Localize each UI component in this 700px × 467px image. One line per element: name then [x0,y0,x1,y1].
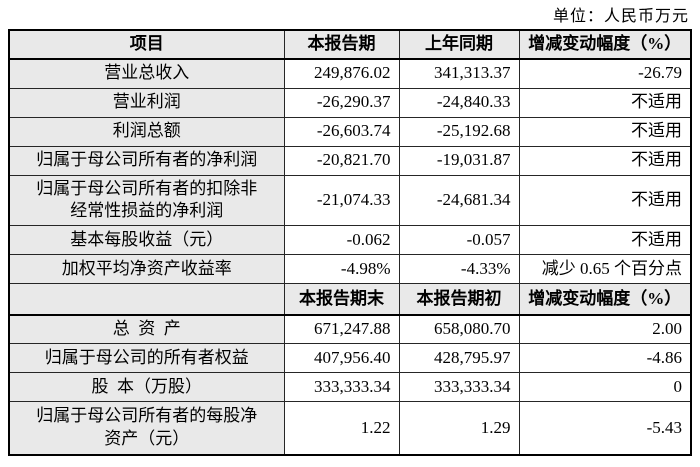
table-row-operating-profit: 营业利润 -26,290.37 -24,840.33 不适用 [8,87,692,118]
prior-period-cell: -0.057 [398,225,520,256]
row-label: 基本每股收益（元） [8,225,285,256]
financial-summary-table: 项目 本报告期 上年同期 增减变动幅度（%） 营业总收入 249,876.02 … [8,29,692,456]
row-label: 营业总收入 [8,58,285,89]
change-cell: 不适用 [518,174,692,227]
table-row-share-capital: 股 本（万股） 333,333.34 333,333.34 0 [8,372,692,403]
prior-period-cell: -25,192.68 [398,116,520,147]
change-cell: 2.00 [518,314,692,345]
period-end-cell: 407,956.40 [283,343,400,374]
change-cell: 不适用 [518,116,692,147]
prior-period-cell: -24,681.34 [398,174,520,227]
current-period-cell: -0.062 [283,225,400,256]
change-cell: 不适用 [518,87,692,118]
row-label: 股 本（万股） [8,372,285,403]
header-period-begin: 本报告期初 [398,283,520,316]
header-row-period-end: 本报告期末 本报告期初 增减变动幅度（%） [8,283,692,316]
header-current-period: 本报告期 [283,29,400,60]
table-row-net-profit-parent: 归属于母公司所有者的净利润 -20,821.70 -19,031.87 不适用 [8,145,692,176]
header-item-empty [8,283,285,316]
row-label: 归属于母公司的所有者权益 [8,343,285,374]
period-end-cell: 671,247.88 [283,314,400,345]
period-begin-cell: 333,333.34 [398,372,520,403]
row-label: 营业利润 [8,87,285,118]
header-item: 项目 [8,29,285,60]
table-row-total-profit: 利润总额 -26,603.74 -25,192.68 不适用 [8,116,692,147]
current-period-cell: -26,290.37 [283,87,400,118]
table-row-net-profit-excl-nonrecurring: 归属于母公司所有者的扣除非经常性损益的净利润 -21,074.33 -24,68… [8,174,692,227]
change-cell: 不适用 [518,145,692,176]
change-cell: 不适用 [518,225,692,256]
header-change-pct: 增减变动幅度（%） [518,29,692,60]
period-begin-cell: 428,795.97 [398,343,520,374]
unit-label: 单位：人民币万元 [552,8,689,25]
current-period-cell: -4.98% [283,254,400,285]
row-label: 归属于母公司所有者的净利润 [8,145,285,176]
prior-period-cell: -4.33% [398,254,520,285]
change-cell: -5.43 [518,401,692,456]
table-row-weighted-avg-roe: 加权平均净资产收益率 -4.98% -4.33% 减少 0.65 个百分点 [8,254,692,285]
header-prior-period: 上年同期 [398,29,520,60]
row-label: 利润总额 [8,116,285,147]
row-label: 归属于母公司所有者的每股净资产（元） [8,401,285,456]
prior-period-cell: -19,031.87 [398,145,520,176]
current-period-cell: -20,821.70 [283,145,400,176]
row-label: 总 资 产 [8,314,285,345]
prior-period-cell: -24,840.33 [398,87,520,118]
table-row-basic-eps: 基本每股收益（元） -0.062 -0.057 不适用 [8,225,692,256]
change-cell: 减少 0.65 个百分点 [518,254,692,285]
current-period-cell: -26,603.74 [283,116,400,147]
period-begin-cell: 1.29 [398,401,520,456]
current-period-cell: -21,074.33 [283,174,400,227]
period-end-cell: 1.22 [283,401,400,456]
current-period-cell: 249,876.02 [283,58,400,89]
header-period-end: 本报告期末 [283,283,400,316]
table-row-equity-parent: 归属于母公司的所有者权益 407,956.40 428,795.97 -4.86 [8,343,692,374]
row-label: 归属于母公司所有者的扣除非经常性损益的净利润 [8,174,285,227]
period-begin-cell: 658,080.70 [398,314,520,345]
header-change-pct: 增减变动幅度（%） [518,283,692,316]
table-row-total-assets: 总 资 产 671,247.88 658,080.70 2.00 [8,314,692,345]
change-cell: -26.79 [518,58,692,89]
change-cell: 0 [518,372,692,403]
row-label: 加权平均净资产收益率 [8,254,285,285]
header-row-period: 项目 本报告期 上年同期 增减变动幅度（%） [8,29,692,60]
table-row-net-assets-per-share: 归属于母公司所有者的每股净资产（元） 1.22 1.29 -5.43 [8,401,692,456]
change-cell: -4.86 [518,343,692,374]
prior-period-cell: 341,313.37 [398,58,520,89]
table-row-total-revenue: 营业总收入 249,876.02 341,313.37 -26.79 [8,58,692,89]
period-end-cell: 333,333.34 [283,372,400,403]
